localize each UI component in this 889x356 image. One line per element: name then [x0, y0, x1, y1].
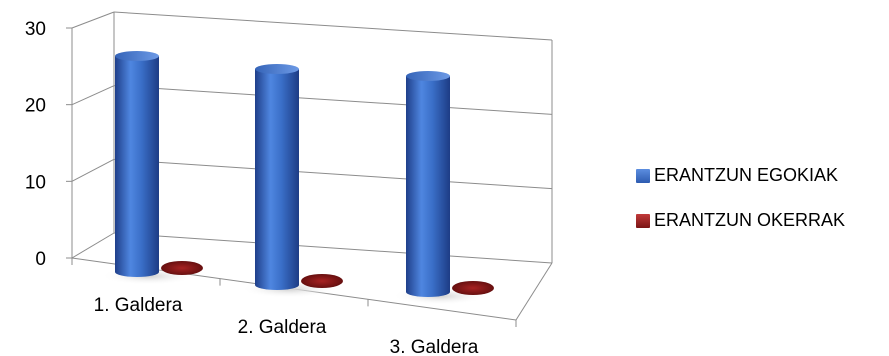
legend-item-okerrak: ERANTZUN OKERRAK	[636, 209, 845, 232]
y-tick-label: 20	[25, 96, 46, 117]
bar-okerrak	[301, 274, 343, 288]
bar-top	[115, 51, 159, 61]
gridline-side	[71, 232, 115, 259]
x-tick-label: 1. Galdera	[94, 295, 183, 316]
gridline-side	[71, 85, 115, 106]
bar-top	[406, 71, 450, 81]
bar-okerrak	[452, 281, 494, 295]
gridlines	[71, 11, 553, 264]
bar-body	[255, 69, 299, 290]
bar-body	[406, 76, 450, 297]
y-tick-label: 30	[25, 19, 46, 40]
bar-egokiak	[255, 64, 299, 290]
legend-swatch-red	[636, 213, 650, 228]
bar-okerrak	[161, 261, 203, 275]
x-tick-labels: 1. Galdera 2. Galdera 3. Galdera	[94, 295, 479, 356]
legend-item-egokiak: ERANTZUN EGOKIAK	[636, 164, 845, 187]
bar-body	[115, 56, 159, 277]
bar-top	[255, 64, 299, 74]
legend-label: ERANTZUN OKERRAK	[654, 210, 846, 230]
bars	[101, 51, 494, 305]
gridline	[113, 85, 553, 115]
y-tick-labels: 0 10 20 30	[25, 19, 46, 270]
legend-label: ERANTZUN EGOKIAK	[654, 165, 839, 185]
x-tick-label: 3. Galdera	[390, 337, 479, 356]
gridline	[113, 158, 553, 190]
floor-right-edge	[515, 262, 553, 321]
legend-swatch-blue	[636, 168, 650, 183]
gridline-side	[71, 158, 115, 182]
y-tick-label: 0	[35, 249, 46, 270]
legend: ERANTZUN EGOKIAK ERANTZUN OKERRAK	[636, 164, 845, 254]
bar-egokiak	[406, 71, 450, 297]
gridline	[113, 11, 553, 41]
bar-egokiak	[115, 51, 159, 277]
x-tick-label: 2. Galdera	[238, 317, 327, 338]
y-tick-label: 10	[25, 172, 46, 193]
gridline	[113, 232, 553, 264]
gridline-side	[71, 11, 115, 29]
